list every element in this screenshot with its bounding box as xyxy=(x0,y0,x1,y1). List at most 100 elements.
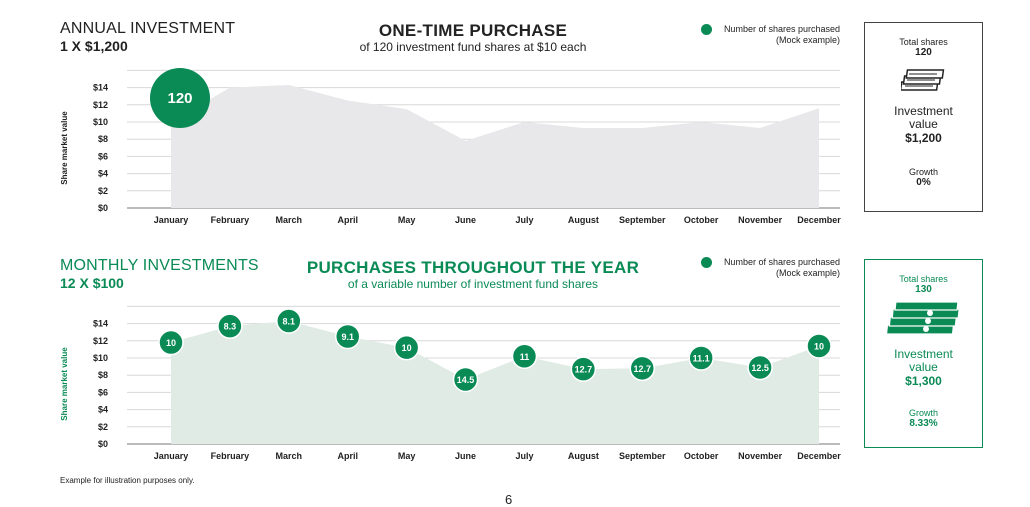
data-label: 10 xyxy=(166,338,176,348)
y-tick-label: $6 xyxy=(98,387,108,397)
area-series xyxy=(171,321,819,444)
x-tick-label: August xyxy=(568,215,599,225)
data-label: 11.1 xyxy=(693,354,710,364)
section2-title: MONTHLY INVESTMENTS xyxy=(60,257,259,274)
data-marker xyxy=(158,329,184,356)
y-axis-label: Share market value xyxy=(60,111,69,185)
y-tick-label: $2 xyxy=(98,422,108,432)
x-tick-label: July xyxy=(515,451,533,461)
x-tick-label: March xyxy=(276,215,303,225)
data-marker xyxy=(217,313,243,339)
x-tick-label: January xyxy=(154,451,189,461)
data-marker xyxy=(276,308,302,334)
data-label: 10 xyxy=(402,343,412,353)
x-tick-label: September xyxy=(619,451,666,461)
y-tick-label: $0 xyxy=(98,203,108,213)
x-tick-label: November xyxy=(738,215,783,225)
data-label: 8.1 xyxy=(283,317,296,327)
summary-box-annual: Total shares 120 Investment value $1,200… xyxy=(864,22,983,212)
y-tick-label: $0 xyxy=(98,439,108,449)
legend-note: (Mock example) xyxy=(775,35,840,45)
data-marker xyxy=(334,323,361,350)
x-tick-label: October xyxy=(684,451,719,461)
data-label: 8.3 xyxy=(224,322,237,332)
x-tick-label: November xyxy=(738,451,783,461)
summary-box-monthly: Total shares 130 Investment value $1,300… xyxy=(864,259,983,448)
x-tick-label: July xyxy=(515,215,533,225)
section1-subtitle: 1 X $1,200 xyxy=(60,38,128,54)
total-shares-label: Total shares xyxy=(899,274,948,284)
data-marker xyxy=(452,366,479,393)
section1-title: ANNUAL INVESTMENT xyxy=(60,20,236,37)
chart-one-time: $0 $2 $4 $6 $8 $10 $12 $14 January February March A… xyxy=(60,68,841,225)
x-tick-label: December xyxy=(797,215,841,225)
total-shares-label: Total shares xyxy=(899,37,948,47)
legend-label: Number of shares purchased xyxy=(723,24,840,34)
total-shares-value: 120 xyxy=(915,47,932,58)
y-tick-label: $6 xyxy=(98,151,108,161)
legend-label: Number of shares purchased xyxy=(723,257,840,267)
section1-legend: Number of shares purchased (Mock example… xyxy=(680,24,840,46)
x-tick-label: May xyxy=(398,215,416,225)
legend-note: (Mock example) xyxy=(775,268,840,278)
growth-value: 8.33% xyxy=(909,418,938,429)
data-label: 12.5 xyxy=(751,363,769,373)
data-marker xyxy=(511,343,538,370)
x-tick-label: June xyxy=(455,451,476,461)
y-tick-label: $12 xyxy=(93,336,108,346)
x-tick-label: August xyxy=(568,451,599,461)
data-marker xyxy=(150,68,210,128)
money-stack-icon xyxy=(885,301,960,335)
section1-center-subtitle: of 120 investment fund shares at $10 eac… xyxy=(359,40,587,54)
x-tick-label: February xyxy=(211,215,250,225)
legend-dot-icon xyxy=(701,257,712,268)
investment-label-line1: Investment xyxy=(894,347,953,361)
y-tick-label: $8 xyxy=(98,134,108,144)
x-tick-label: April xyxy=(337,215,358,225)
y-tick-label: $12 xyxy=(93,100,108,110)
data-label: 12.7 xyxy=(575,365,593,375)
total-shares-value: 130 xyxy=(915,284,932,295)
y-tick-label: $4 xyxy=(98,405,108,415)
x-tick-label: June xyxy=(455,215,476,225)
investment-value: $1,200 xyxy=(905,131,942,145)
data-marker xyxy=(688,345,714,371)
section2-center-subtitle: of a variable number of investment fund … xyxy=(347,277,599,291)
data-label: 14.5 xyxy=(457,375,475,385)
data-marker xyxy=(570,356,597,382)
data-marker xyxy=(747,354,773,381)
legend-dot-icon xyxy=(701,24,712,35)
growth-label: Growth xyxy=(908,408,938,418)
x-tick-label: March xyxy=(276,451,303,461)
y-tick-label: $10 xyxy=(93,353,108,363)
x-tick-label: April xyxy=(337,451,358,461)
y-tick-label: $4 xyxy=(98,169,108,179)
section2-center-title: PURCHASES THROUGHOUT THE YEAR xyxy=(306,258,640,277)
investment-value: $1,300 xyxy=(905,374,942,388)
x-tick-label: May xyxy=(398,451,416,461)
money-stack-icon xyxy=(899,69,944,91)
chart-monthly: $0 $2 $4 $6 $8 $10 $12 $14 January February March A… xyxy=(60,305,841,461)
section2-subtitle: 12 X $100 xyxy=(60,275,124,291)
page-number: 6 xyxy=(505,492,513,507)
x-tick-label: October xyxy=(684,215,719,225)
y-tick-label: $14 xyxy=(93,83,108,93)
y-tick-label: $2 xyxy=(98,186,108,196)
data-label: 12.7 xyxy=(634,364,652,374)
y-axis-label: Share market value xyxy=(60,347,69,421)
x-tick-label: January xyxy=(154,215,189,225)
data-label: 120 xyxy=(167,90,192,107)
growth-label: Growth xyxy=(908,167,938,177)
section2-legend: Number of shares purchased (Mock example… xyxy=(680,257,840,279)
x-tick-label: September xyxy=(619,215,666,225)
data-marker xyxy=(629,355,656,382)
investment-label-line2: value xyxy=(909,360,938,374)
footnote: Example for illustration purposes only. xyxy=(60,476,195,485)
growth-value: 0% xyxy=(916,177,931,188)
y-tick-label: $14 xyxy=(93,319,108,329)
section1-center-title: ONE-TIME PURCHASE xyxy=(378,21,568,40)
data-marker xyxy=(806,333,832,359)
y-tick-label: $8 xyxy=(98,370,108,380)
y-tick-label: $10 xyxy=(93,117,108,127)
investment-label-line1: Investment xyxy=(894,104,953,118)
